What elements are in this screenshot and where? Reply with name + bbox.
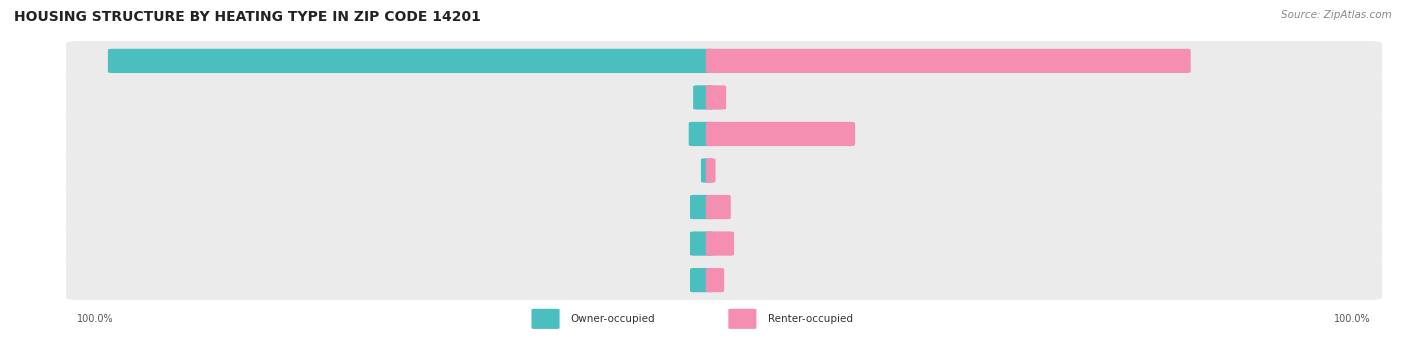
Text: HOUSING STRUCTURE BY HEATING TYPE IN ZIP CODE 14201: HOUSING STRUCTURE BY HEATING TYPE IN ZIP… (14, 10, 481, 24)
Text: 72.1%: 72.1% (1146, 56, 1180, 66)
Text: 2.7%: 2.7% (661, 129, 686, 139)
Text: Fuel Oil or Kerosene: Fuel Oil or Kerosene (662, 166, 758, 175)
Text: 0.0%: 0.0% (662, 239, 688, 249)
Text: Coal or Coke: Coal or Coke (681, 203, 740, 211)
Text: 94.5%: 94.5% (89, 56, 122, 66)
Text: 0.19%: 0.19% (718, 165, 749, 176)
Text: 1.5%: 1.5% (727, 275, 751, 285)
Text: Electricity: Electricity (686, 130, 734, 138)
Text: Bottled, Tank, or LP Gas: Bottled, Tank, or LP Gas (654, 93, 766, 102)
Text: No Fuel Used: No Fuel Used (679, 276, 741, 285)
Text: 1.8%: 1.8% (728, 92, 754, 102)
Text: 0.77%: 0.77% (668, 165, 699, 176)
Text: Renter-occupied: Renter-occupied (768, 314, 852, 324)
Text: 0.0%: 0.0% (662, 202, 688, 212)
Text: Source: ZipAtlas.com: Source: ZipAtlas.com (1281, 10, 1392, 20)
Text: 0.0%: 0.0% (734, 202, 758, 212)
Text: 2.0%: 2.0% (666, 92, 690, 102)
Text: 100.0%: 100.0% (1334, 314, 1371, 324)
Text: 3.0%: 3.0% (737, 239, 761, 249)
Text: 100.0%: 100.0% (77, 314, 114, 324)
Text: All other Fuels: All other Fuels (676, 239, 744, 248)
Text: 21.3%: 21.3% (810, 129, 844, 139)
Text: 0.0%: 0.0% (662, 275, 688, 285)
Text: Owner-occupied: Owner-occupied (571, 314, 655, 324)
Text: Utility Gas: Utility Gas (686, 56, 734, 65)
